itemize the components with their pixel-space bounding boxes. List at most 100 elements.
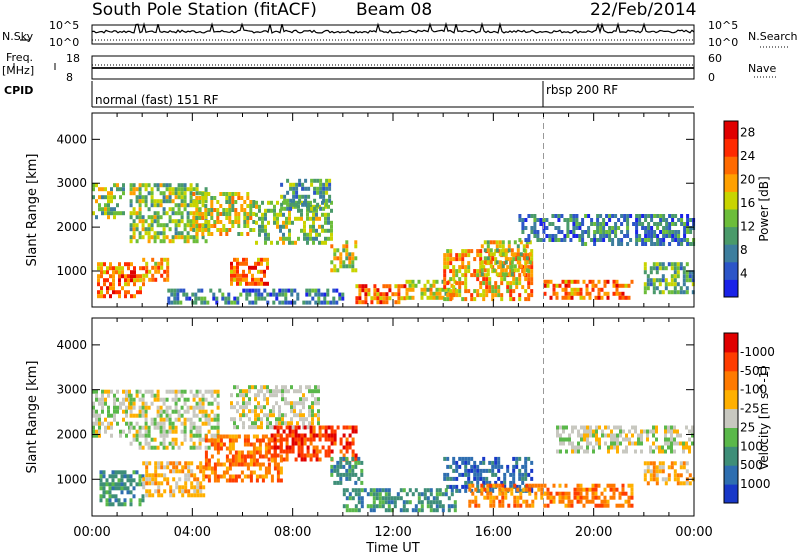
echo-cell bbox=[549, 495, 553, 500]
echo-cell bbox=[676, 433, 679, 438]
echo-cell bbox=[255, 204, 258, 209]
echo-cell bbox=[233, 425, 236, 430]
echo-cell bbox=[524, 456, 528, 461]
echo-cell bbox=[513, 495, 517, 500]
echo-cell bbox=[661, 262, 665, 267]
echo-cell bbox=[210, 208, 214, 212]
echo-cell bbox=[615, 487, 619, 492]
echo-cell bbox=[519, 240, 523, 245]
echo-cell bbox=[509, 480, 513, 485]
echo-cell bbox=[260, 261, 263, 266]
echo-cell bbox=[589, 429, 592, 434]
echo-cell bbox=[582, 295, 586, 300]
echo-cell bbox=[491, 488, 495, 493]
echo-cell bbox=[222, 192, 226, 196]
echo-cell bbox=[534, 491, 538, 496]
echo-cell bbox=[186, 211, 190, 216]
echo-cell bbox=[485, 273, 489, 278]
echo-cell bbox=[525, 487, 529, 492]
echo-cell bbox=[351, 456, 355, 461]
echo-cell bbox=[686, 218, 690, 222]
echo-cell bbox=[317, 292, 321, 297]
echo-cell bbox=[664, 433, 667, 438]
echo-cell bbox=[317, 413, 320, 418]
echo-cell bbox=[187, 493, 191, 498]
echo-cell bbox=[646, 433, 649, 438]
echo-cell bbox=[92, 183, 95, 188]
echo-cell bbox=[673, 274, 677, 279]
echo-cell bbox=[480, 487, 484, 492]
echo-cell bbox=[107, 389, 110, 394]
echo-cell bbox=[99, 482, 103, 487]
echo-cell bbox=[258, 208, 261, 213]
echo-cell bbox=[673, 469, 677, 474]
echo-region bbox=[230, 385, 320, 430]
echo-cell bbox=[99, 494, 103, 499]
nave-tick-hi: 60 bbox=[708, 52, 722, 65]
echo-cell bbox=[288, 449, 292, 454]
echo-cell bbox=[473, 269, 477, 274]
echo-cell bbox=[278, 421, 281, 426]
echo-cell bbox=[536, 238, 540, 242]
echo-cell bbox=[554, 214, 558, 218]
echo-cell bbox=[133, 282, 136, 287]
colorbar-segment bbox=[724, 465, 738, 485]
echo-cell bbox=[518, 293, 522, 298]
echo-cell bbox=[196, 493, 200, 498]
echo-cell bbox=[108, 474, 112, 479]
echo-cell bbox=[446, 249, 450, 254]
echo-cell bbox=[165, 445, 169, 450]
echo-cell bbox=[283, 194, 287, 199]
echo-cell bbox=[183, 239, 187, 244]
echo-cell bbox=[534, 495, 538, 500]
echo-cell bbox=[130, 274, 133, 279]
echo-cell bbox=[132, 211, 136, 216]
echo-cell bbox=[291, 437, 295, 442]
echo-cell bbox=[150, 227, 154, 232]
echo-cell bbox=[289, 186, 293, 191]
echo-cell bbox=[301, 182, 305, 187]
echo-cell bbox=[292, 182, 296, 187]
echo-cell bbox=[168, 417, 172, 422]
echo-cell bbox=[682, 278, 686, 283]
echo-cell bbox=[141, 445, 145, 450]
echo-cell bbox=[423, 488, 427, 493]
echo-cell bbox=[198, 212, 202, 216]
echo-cell bbox=[327, 220, 330, 225]
echo-cell bbox=[486, 483, 490, 488]
echo-cell bbox=[167, 296, 171, 301]
echo-cell bbox=[264, 216, 267, 221]
echo-cell bbox=[264, 208, 267, 213]
echo-cell bbox=[399, 496, 403, 501]
echo-cell bbox=[129, 239, 133, 244]
echo-cell bbox=[470, 464, 474, 469]
echo-cell bbox=[122, 409, 125, 414]
echo-cell bbox=[622, 429, 625, 434]
echo-cell bbox=[606, 291, 610, 296]
echo-cell bbox=[172, 489, 176, 494]
echo-cell bbox=[327, 453, 331, 458]
echo-cell bbox=[163, 269, 167, 274]
echo-cell bbox=[519, 252, 523, 257]
echo-cell bbox=[263, 413, 266, 418]
echo-cell bbox=[292, 194, 296, 199]
echo-cell bbox=[144, 437, 148, 442]
echo-cell bbox=[156, 187, 160, 192]
echo-cell bbox=[688, 429, 691, 434]
echo-cell bbox=[225, 466, 229, 471]
echo-cell bbox=[486, 244, 490, 249]
echo-cell bbox=[249, 200, 253, 204]
echo-cell bbox=[330, 232, 333, 237]
echo-cell bbox=[685, 278, 689, 283]
echo-cell bbox=[525, 260, 529, 265]
echo-cell bbox=[132, 413, 136, 418]
echo-cell bbox=[621, 483, 625, 488]
echo-cell bbox=[280, 182, 284, 187]
echo-cell bbox=[443, 265, 447, 270]
echo-cell bbox=[515, 257, 519, 262]
echo-cell bbox=[467, 480, 471, 485]
echo-cell bbox=[135, 437, 139, 442]
echo-cell bbox=[649, 278, 653, 283]
echo-cell bbox=[113, 393, 116, 398]
echo-cell bbox=[255, 462, 259, 467]
